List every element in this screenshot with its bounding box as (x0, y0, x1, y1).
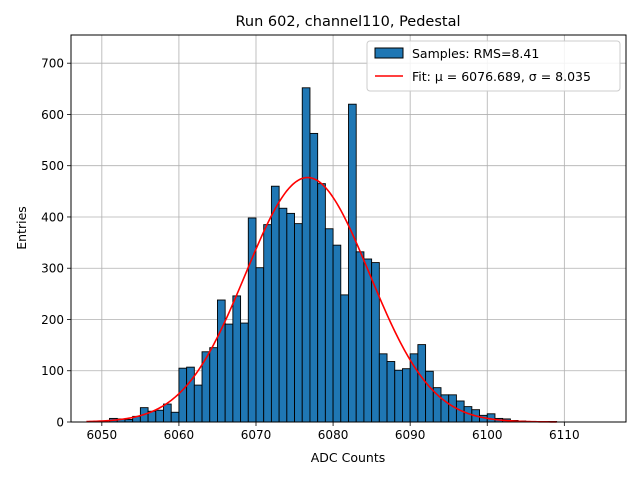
histogram-bar (163, 403, 172, 423)
x-axis-label: ADC Counts (311, 450, 386, 465)
y-tick-label: 400 (41, 210, 64, 224)
histogram-bar (278, 207, 288, 423)
legend-box (366, 40, 621, 92)
x-axis-ticks: 6050 6060 6070 6080 6090 6100 6110 (87, 422, 580, 442)
histogram-bar (193, 384, 203, 423)
y-tick-label: 600 (41, 108, 64, 122)
legend-swatch-samples (374, 47, 404, 59)
histogram-bar (255, 267, 265, 423)
histogram-bar (301, 87, 311, 423)
y-tick-label: 500 (41, 159, 64, 173)
histogram-bar (247, 217, 257, 423)
histogram-bar (178, 367, 188, 423)
histogram-bar (340, 294, 349, 423)
y-tick-label: 300 (41, 262, 64, 276)
histogram-bar (378, 353, 388, 423)
histogram-bar (409, 353, 419, 423)
x-tick-label: 6080 (318, 428, 349, 442)
x-tick-label: 6110 (549, 428, 580, 442)
histogram-bar (386, 361, 396, 423)
plot-frame (70, 34, 627, 423)
histogram-bar (324, 228, 334, 423)
histogram-bar (270, 185, 280, 423)
fit-line (86, 176, 557, 423)
histogram-bar (348, 103, 357, 423)
y-tick-label: 0 (56, 416, 64, 430)
histogram-bar (363, 258, 373, 423)
chart-title: Run 602, channel110, Pedestal (235, 14, 460, 30)
y-tick-label: 700 (41, 57, 64, 71)
histogram-bar (425, 370, 434, 423)
histogram-bar (224, 323, 234, 423)
y-axis-ticks: 0 100 200 300 400 500 600 700 (41, 57, 71, 430)
histogram-bar (155, 409, 164, 423)
histogram-bar (394, 369, 403, 423)
x-tick-label: 6090 (395, 428, 426, 442)
y-axis-label: Entries (14, 206, 29, 250)
histogram-bar (317, 183, 326, 423)
histogram-bar (294, 223, 303, 423)
histogram-bar (170, 411, 180, 423)
histogram-bar (217, 299, 226, 423)
x-tick-label: 6050 (87, 428, 118, 442)
histogram-bar (232, 295, 242, 423)
x-tick-label: 6060 (164, 428, 195, 442)
x-tick-label: 6070 (241, 428, 272, 442)
histogram-bar (186, 366, 195, 423)
y-tick-label: 200 (41, 313, 64, 327)
histogram-bar (209, 347, 218, 423)
histogram-bar (286, 212, 295, 423)
y-tick-label: 100 (41, 364, 64, 378)
histogram-bar (309, 132, 319, 423)
histogram-bar (417, 344, 427, 423)
x-tick-label: 6100 (472, 428, 503, 442)
histogram-bar (355, 251, 365, 423)
histogram-bar (263, 224, 272, 423)
histogram-bar (240, 322, 249, 423)
legend-label-fit: Fit: μ = 6076.689, σ = 8.035 (412, 69, 591, 84)
legend-label-samples: Samples: RMS=8.41 (412, 46, 539, 61)
fit-curve (86, 176, 557, 423)
histogram-bar (332, 244, 342, 423)
legend: Samples: RMS=8.41 Fit: μ = 6076.689, σ =… (366, 40, 621, 92)
histogram-bar (402, 368, 411, 423)
